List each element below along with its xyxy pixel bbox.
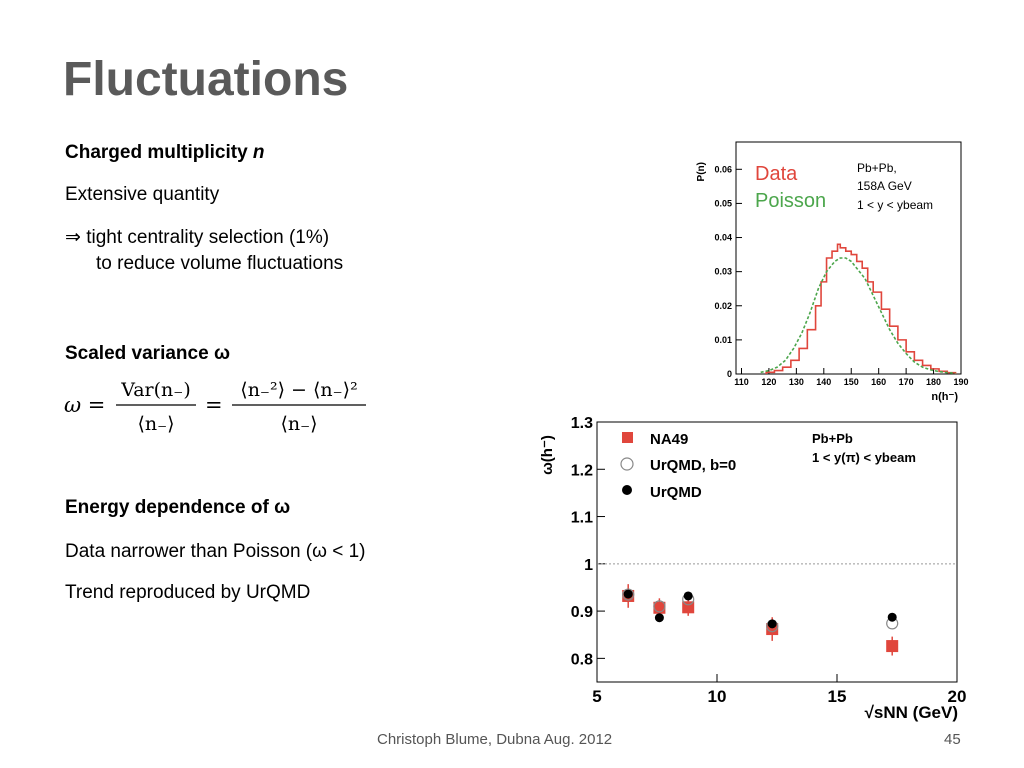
section-heading-energy: Energy dependence of ω — [65, 497, 290, 519]
urqmd-point — [887, 612, 897, 622]
heading-text: Energy dependence of — [65, 497, 269, 518]
urqmd-b0-point — [622, 588, 635, 601]
y-tick-label: 0.01 — [714, 335, 732, 345]
x-axis-label: √sNN (GeV) — [865, 703, 958, 722]
x-axis-label: n(h⁻) — [931, 391, 958, 403]
section-heading-variance: Scaled variance ω — [65, 343, 230, 365]
eq-frac2-den: ⟨n₋⟩ — [280, 413, 317, 435]
x-tick-label: 20 — [948, 687, 967, 706]
centrality-text: tight centrality selection (1%) — [86, 227, 330, 248]
legend-urqmd: UrQMD — [650, 484, 702, 501]
legend-marker-urqmd — [622, 485, 632, 495]
eq-frac1-num: Var(n₋) — [120, 379, 190, 401]
omega-symbol: ω — [274, 497, 291, 518]
y-axis-label: ω(h⁻) — [539, 435, 556, 475]
text-extensive: Extensive quantity — [65, 184, 220, 205]
eq-frac2-num: ⟨n₋²⟩ − ⟨n₋⟩² — [240, 379, 357, 401]
y-tick-label: 0.9 — [571, 604, 593, 621]
multiplicity-distribution-chart: 0 0.01 0.02 0.03 0.04 0.05 0.06 110 120 130 140 15… — [696, 141, 969, 403]
x-tick-label: 160 — [871, 377, 886, 387]
page-number: 45 — [944, 731, 961, 748]
y-tick-label: 0.04 — [714, 233, 732, 243]
plot-frame — [735, 141, 962, 375]
urqmd-point — [623, 589, 633, 599]
x-tick-label: 110 — [734, 377, 749, 387]
legend-data: Data — [755, 163, 798, 185]
plot-frame — [596, 421, 958, 683]
annotation-energy: 158A GeV — [857, 179, 912, 193]
eq-frac1-den: ⟨n₋⟩ — [137, 413, 174, 435]
implies-icon: ⇒ — [65, 227, 81, 248]
urqmd-b0-point — [653, 600, 666, 613]
legend-urqmd-b0: UrQMD, b=0 — [650, 457, 736, 474]
text-volume: to reduce volume fluctuations — [96, 253, 344, 274]
y-tick-label: 1.2 — [571, 462, 593, 479]
heading-var: n — [252, 142, 265, 163]
section-heading-multiplicity: Charged multiplicity n — [65, 142, 265, 164]
na49-point — [886, 640, 899, 653]
x-tick-label: 140 — [816, 377, 831, 387]
x-tick-label: 120 — [761, 377, 776, 387]
y-tick-label: 0.02 — [714, 301, 732, 311]
slide-title: Fluctuations — [63, 53, 349, 106]
annotation-rapidity: 1 < y < ybeam — [857, 198, 933, 212]
series-data-histogram — [765, 243, 957, 374]
x-tick-label: 190 — [953, 377, 968, 387]
legend-poisson: Poisson — [755, 190, 826, 212]
x-tick-label: 15 — [828, 687, 847, 706]
legend-na49: NA49 — [650, 431, 688, 448]
legend-marker-urqmd-b0 — [620, 457, 634, 471]
heading-text: Charged multiplicity — [65, 142, 248, 163]
eq-equals: = — [205, 393, 223, 417]
urqmd-point — [767, 619, 777, 629]
omega-energy-chart: 0.8 0.9 1 1.1 1.2 1.3 5 10 15 20 ω(h⁻) √sNN (GeV… — [539, 415, 967, 722]
footer-author: Christoph Blume, Dubna Aug. 2012 — [377, 731, 613, 748]
x-tick-label: 10 — [708, 687, 727, 706]
annotation-system: Pb+Pb, — [857, 161, 897, 175]
text-centrality: ⇒ tight centrality selection (1%) — [65, 226, 329, 249]
text-trend: Trend reproduced by UrQMD — [65, 582, 311, 603]
y-tick-label: 1.1 — [571, 510, 593, 527]
y-tick-label: 0.03 — [714, 267, 732, 277]
x-tick-label: 130 — [789, 377, 804, 387]
eq-lhs: ω = — [64, 393, 105, 417]
urqmd-point — [654, 613, 664, 623]
text-narrower: Data narrower than Poisson (ω < 1) — [65, 541, 366, 562]
y-tick-label: 1 — [584, 557, 593, 574]
y-tick-label: 0.8 — [571, 651, 593, 668]
omega-symbol: ω — [213, 343, 230, 364]
x-tick-label: 180 — [926, 377, 941, 387]
x-tick-label: 170 — [899, 377, 914, 387]
y-tick-label: 0.06 — [714, 164, 732, 174]
y-axis-label: P(n) — [696, 162, 707, 181]
urqmd-point — [683, 591, 693, 601]
x-tick-label: 5 — [592, 687, 601, 706]
annotation-rapidity: 1 < y(π) < ybeam — [812, 450, 916, 465]
annotation-system: Pb+Pb — [812, 431, 853, 446]
y-tick-label: 0.05 — [714, 198, 732, 208]
y-tick-label: 0 — [727, 369, 732, 379]
legend-marker-na49 — [622, 432, 633, 443]
series-poisson-curve — [760, 257, 956, 375]
y-tick-label: 1.3 — [571, 415, 593, 432]
x-tick-label: 150 — [844, 377, 859, 387]
scaled-variance-equation: ω = Var(n₋) ⟨n₋⟩ = ⟨n₋²⟩ − ⟨n₋⟩² ⟨n₋⟩ — [64, 379, 366, 435]
heading-text: Scaled variance — [65, 343, 209, 364]
